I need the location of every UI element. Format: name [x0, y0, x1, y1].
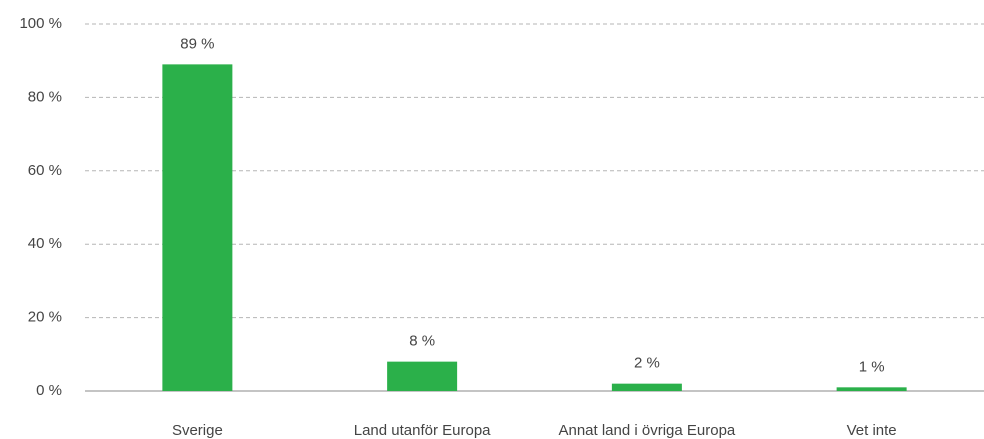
y-tick-label: 20 % [28, 309, 62, 326]
x-tick-label: Vet inte [847, 422, 897, 439]
y-tick-label: 0 % [36, 382, 62, 399]
value-label: 1 % [859, 358, 885, 375]
x-tick-label: Annat land i övriga Europa [558, 422, 735, 439]
value-label: 2 % [634, 355, 660, 372]
y-tick-label: 80 % [28, 88, 62, 105]
x-tick-label: Sverige [172, 422, 223, 439]
bar [162, 64, 233, 392]
x-tick-label: Land utanför Europa [354, 422, 491, 439]
bar [387, 361, 458, 391]
value-label: 89 % [180, 35, 214, 52]
y-tick-label: 40 % [28, 235, 62, 252]
y-tick-label: 60 % [28, 162, 62, 179]
bar [611, 383, 682, 391]
y-tick-label: 100 % [19, 15, 62, 32]
value-label: 8 % [409, 333, 435, 350]
bar [836, 387, 907, 391]
